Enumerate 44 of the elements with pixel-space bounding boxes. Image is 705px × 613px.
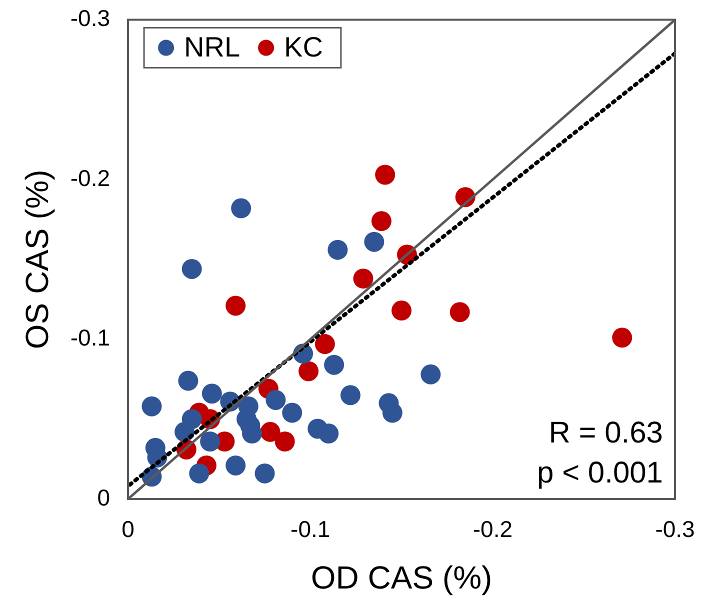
- point: [318, 424, 339, 444]
- point: [420, 364, 441, 384]
- point: [178, 370, 198, 391]
- point: [260, 422, 280, 442]
- point: [382, 402, 402, 423]
- point: [182, 258, 202, 279]
- y-tick-label: -0.1: [70, 324, 110, 351]
- point: [231, 198, 252, 218]
- point: [328, 240, 348, 260]
- point: [371, 211, 392, 232]
- point: [612, 328, 632, 348]
- y-tick-label: -0.3: [70, 5, 110, 32]
- point: [282, 402, 302, 423]
- point: [226, 455, 246, 476]
- point: [364, 232, 384, 252]
- x-tick-label: -0.2: [472, 516, 512, 542]
- point: [266, 390, 286, 410]
- x-tick-label: -0.3: [655, 516, 695, 542]
- point: [324, 354, 344, 375]
- point: [226, 296, 246, 316]
- y-tick-label: -0.2: [70, 164, 110, 191]
- x-axis-title: OD CAS (%): [310, 560, 492, 596]
- point: [142, 396, 162, 416]
- point: [392, 300, 412, 321]
- point: [353, 268, 374, 289]
- annotation: R = 0.63: [548, 416, 663, 450]
- point: [274, 431, 295, 452]
- point: [375, 164, 396, 185]
- point: [450, 302, 470, 322]
- annotation: p < 0.001: [537, 456, 663, 490]
- x-tick-label: -0.1: [290, 516, 330, 542]
- point: [314, 334, 335, 354]
- x-tick-label: 0: [122, 516, 134, 542]
- legend-label: NRL: [184, 32, 240, 63]
- point: [182, 409, 202, 430]
- point: [202, 384, 222, 404]
- point: [254, 463, 275, 484]
- y-tick-label: 0: [97, 484, 110, 510]
- legend-label: KC: [284, 32, 323, 63]
- point: [298, 361, 319, 382]
- point: [340, 385, 360, 406]
- point: [200, 431, 220, 452]
- point: [189, 463, 210, 484]
- y-axis-title: OS CAS (%): [19, 170, 56, 350]
